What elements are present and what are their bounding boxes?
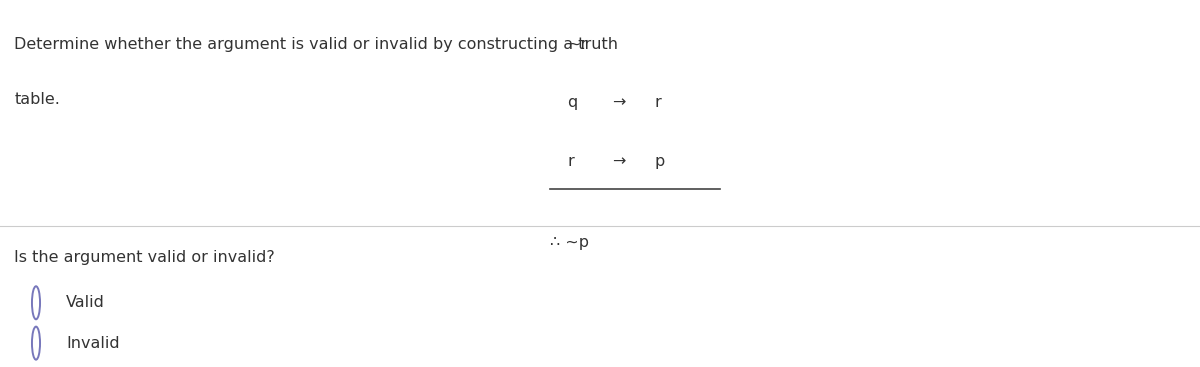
Text: ~r: ~r xyxy=(568,37,588,52)
Text: p: p xyxy=(654,154,665,169)
Text: →: → xyxy=(612,154,625,169)
Text: Determine whether the argument is valid or invalid by constructing a truth: Determine whether the argument is valid … xyxy=(14,37,618,52)
Text: table.: table. xyxy=(14,92,60,107)
Text: r: r xyxy=(568,154,575,169)
Text: r: r xyxy=(654,95,661,110)
Text: →: → xyxy=(612,95,625,110)
Text: Is the argument valid or invalid?: Is the argument valid or invalid? xyxy=(14,250,275,265)
Text: Invalid: Invalid xyxy=(66,336,120,350)
Text: Valid: Valid xyxy=(66,295,104,310)
Text: q: q xyxy=(568,95,578,110)
Text: ∴ ~p: ∴ ~p xyxy=(550,235,589,250)
